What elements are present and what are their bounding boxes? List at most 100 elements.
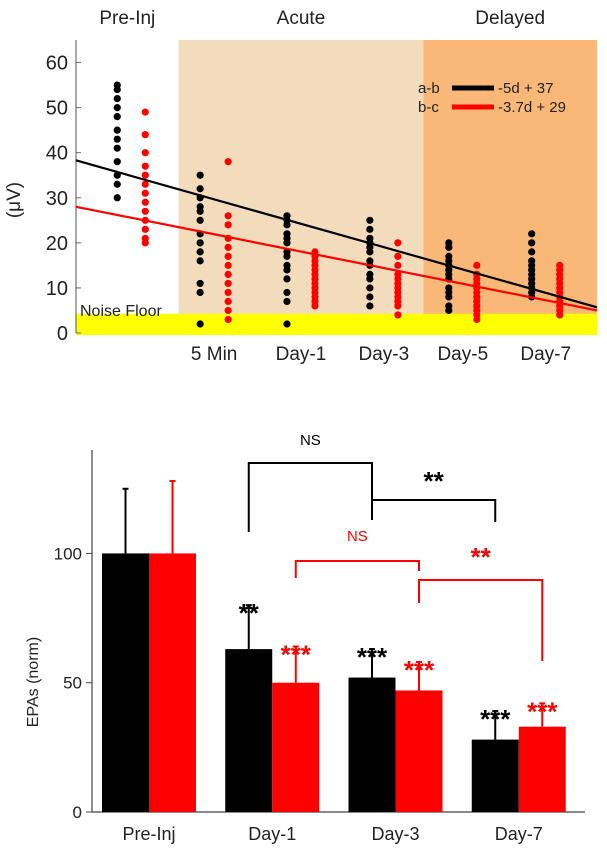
data-point-b-c-day-5-11: [473, 315, 481, 324]
data-point-a-b-day-5-1: [445, 243, 453, 251]
data-point-a-b-5-min-7: [196, 239, 204, 247]
data-point-a-b-day-7-2: [528, 248, 536, 256]
fit-line-a-b: [75, 159, 598, 309]
comparison-label-red-day-3-day-7: **: [471, 542, 492, 572]
data-point-a-b-pre-inj-3: [113, 104, 121, 112]
y-tick-label-50: 50: [46, 98, 68, 120]
data-point-a-b-5-min-8: [196, 248, 204, 256]
legend: a-b -5d + 37 b-c -3.7d + 29: [418, 80, 566, 116]
data-point-b-c-5-min-2: [224, 221, 232, 229]
data-point-a-b-day-1-13: [283, 320, 291, 328]
error-bars: [122, 480, 546, 740]
x-tick-label-5-min: 5 Min: [191, 344, 237, 365]
bar-x-tick-labels: Pre-Inj Day-1 Day-3 Day-7: [122, 824, 542, 844]
bar-red-day-1: [272, 682, 320, 812]
bars: [102, 553, 566, 812]
data-point-b-c-5-min-6: [224, 261, 232, 269]
x-tick-label-day-1: Day-1: [276, 344, 327, 365]
data-point-a-b-day-3-1: [366, 225, 374, 233]
significance-black-day-7: ***: [480, 704, 511, 734]
data-point-b-c-5-min-4: [224, 243, 232, 251]
data-point-a-b-pre-inj-11: [113, 194, 121, 202]
comparison-bracket-red-day-3-day-7: [418, 579, 544, 661]
data-point-a-b-pre-inj-8: [113, 158, 121, 166]
data-point-b-c-5-min-7: [224, 270, 232, 278]
data-point-b-c-pre-inj-3: [141, 162, 149, 170]
data-point-b-c-pre-inj-6: [141, 189, 149, 197]
data-point-b-c-day-5-0: [473, 261, 481, 269]
data-point-b-c-5-min-12: [224, 315, 232, 324]
comparison-label-black-day-3-day-7: **: [424, 466, 445, 496]
scatter-y-axis: 0 10 20 30 40 50 60: [46, 40, 81, 345]
phase-label-delayed: Delayed: [475, 8, 545, 29]
y-tick-label-0: 0: [57, 323, 68, 345]
data-point-a-b-5-min-5: [196, 216, 204, 224]
data-point-a-b-day-1-12: [283, 297, 291, 306]
data-point-b-c-day-3-2: [394, 261, 402, 269]
data-point-a-b-pre-inj-5: [113, 126, 121, 134]
bar-black-day-7: [471, 739, 519, 812]
comparison-bracket-black-day-3-day-7: [371, 499, 497, 522]
bar-red-day-7: [518, 726, 566, 812]
significance-red-day-7: ***: [527, 696, 558, 726]
data-point-a-b-pre-inj-2: [113, 95, 121, 103]
data-point-a-b-day-3-10: [366, 284, 374, 292]
legend-name-b-c: b-c: [418, 99, 439, 116]
data-point-b-c-pre-inj-2: [141, 149, 149, 157]
y-tick-label-30: 30: [46, 188, 68, 210]
data-point-a-b-day-1-7: [283, 252, 291, 260]
data-point-a-b-day-7-0: [528, 230, 536, 238]
scatter-points: [113, 81, 564, 328]
phase-label-acute: Acute: [277, 8, 326, 29]
data-point-b-c-5-min-8: [224, 279, 232, 288]
data-point-a-b-5-min-10: [196, 279, 204, 288]
data-point-b-c-day-3-1: [394, 252, 402, 260]
data-point-b-c-5-min-0: [224, 158, 232, 166]
data-point-a-b-day-5-10: [445, 293, 453, 301]
data-point-a-b-day-3-11: [366, 293, 374, 301]
data-point-b-c-pre-inj-7: [141, 198, 149, 206]
data-point-a-b-pre-inj-1: [113, 85, 121, 94]
data-point-a-b-pre-inj-10: [113, 180, 121, 188]
data-point-a-b-day-1-2: [283, 221, 291, 229]
bar-black-day-3: [348, 677, 396, 812]
data-point-a-b-day-7-1: [528, 239, 536, 247]
data-point-a-b-pre-inj-6: [113, 135, 121, 143]
data-point-a-b-5-min-4: [196, 207, 204, 215]
data-point-a-b-5-min-12: [196, 320, 204, 328]
bar-black-day-1: [225, 649, 273, 812]
x-tick-label-day-7: Day-7: [495, 824, 543, 844]
y-tick-label-60: 60: [46, 53, 68, 75]
data-point-b-c-5-min-5: [224, 252, 232, 260]
data-point-b-c-5-min-1: [224, 212, 232, 220]
data-point-a-b-pre-inj-7: [113, 144, 121, 152]
y-tick-label-20: 20: [46, 233, 68, 255]
comparison-bracket-black-day-1-day-3: [247, 462, 373, 532]
significance-black-day-1: **: [239, 598, 260, 628]
data-point-b-c-pre-inj-0: [141, 108, 149, 116]
bar-black-pre-inj: [102, 553, 149, 812]
comparison-label-black-day-1-day-3: NS: [300, 432, 321, 449]
scatter-panel: Pre-Inj Acute Delayed 0 10 20 30 40 50 60 (μV) 5…: [4, 8, 598, 365]
data-point-a-b-5-min-1: [196, 185, 204, 193]
data-point-a-b-day-1-11: [283, 288, 291, 297]
data-point-b-c-pre-inj-12: [141, 239, 149, 247]
data-point-b-c-day-1-12: [311, 302, 319, 310]
data-point-a-b-5-min-11: [196, 288, 204, 297]
y-tick-label-10: 10: [46, 278, 68, 300]
comparison-label-red-day-1-day-3: NS: [347, 528, 368, 545]
data-point-b-c-pre-inj-4: [141, 171, 149, 179]
bar-y-axis-label: EPAs (norm): [25, 637, 42, 727]
phase-region-acute: [178, 40, 424, 333]
data-point-b-c-day-3-0: [394, 239, 402, 247]
phase-label-pre-inj: Pre-Inj: [99, 8, 155, 29]
x-tick-label-day-1: Day-1: [248, 824, 296, 844]
data-point-a-b-day-3-0: [366, 216, 374, 224]
data-point-a-b-day-3-12: [366, 302, 374, 310]
data-point-a-b-day-3-9: [366, 275, 374, 283]
data-point-a-b-day-5-12: [445, 306, 453, 315]
data-point-a-b-pre-inj-4: [113, 113, 121, 121]
data-point-b-c-day-7-11: [556, 311, 564, 319]
